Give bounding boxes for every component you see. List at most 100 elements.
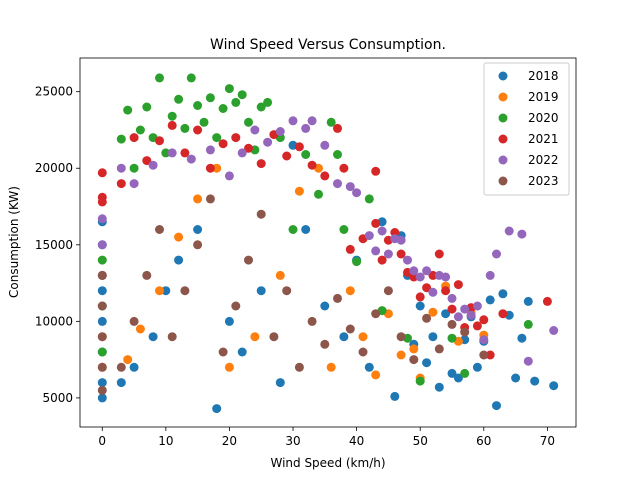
point-2018-44: [511, 373, 521, 383]
point-2023-16: [256, 209, 266, 219]
point-2022-22: [371, 246, 381, 256]
point-2019-17: [371, 370, 381, 380]
y-axis-label: Consumption (KW): [7, 186, 21, 298]
point-2022-17: [320, 140, 330, 150]
point-2020-16: [199, 117, 209, 127]
point-2019-6: [174, 232, 184, 242]
x-tick-label: 20: [222, 434, 237, 448]
point-2021-33: [422, 283, 432, 293]
point-2023-26: [383, 286, 393, 296]
legend-marker-2018: [498, 71, 508, 81]
point-2021-26: [377, 255, 387, 265]
point-2022-13: [275, 127, 285, 136]
chart-title: Wind Speed Versus Consumption.: [210, 37, 446, 53]
y-tick-label: 10000: [35, 314, 73, 328]
point-2018-34: [447, 368, 457, 378]
point-2020-21: [231, 97, 241, 107]
point-2023-14: [231, 301, 241, 311]
point-2022-44: [523, 356, 533, 366]
point-2019-9: [224, 362, 234, 372]
point-2020-3: [116, 134, 126, 144]
point-2020-9: [155, 73, 164, 83]
point-2021-17: [294, 142, 304, 152]
point-2023-33: [479, 350, 489, 360]
point-2019-4: [135, 324, 145, 334]
point-2021-22: [345, 244, 355, 254]
point-2023-18: [282, 286, 292, 296]
point-2018-42: [498, 289, 508, 299]
point-2021-21: [339, 163, 349, 173]
point-2021-6: [155, 136, 164, 146]
point-2022-0: [97, 240, 107, 250]
point-2021-37: [447, 304, 457, 314]
point-2021-34: [428, 270, 438, 280]
point-2023-24: [358, 347, 368, 357]
point-2022-9: [224, 171, 234, 181]
point-2021-36: [441, 286, 451, 296]
point-2022-29: [415, 272, 425, 282]
point-2020-6: [135, 125, 145, 135]
point-2020-11: [167, 111, 177, 121]
point-2021-42: [479, 315, 489, 325]
point-2022-38: [472, 301, 482, 311]
point-2022-18: [333, 179, 342, 189]
point-2020-5: [129, 163, 139, 173]
point-2018-31: [428, 332, 438, 342]
point-2018-4: [97, 286, 107, 296]
point-2022-6: [167, 148, 177, 158]
point-2019-8: [212, 163, 222, 173]
point-2019-19: [396, 350, 406, 360]
point-2023-28: [409, 355, 419, 365]
point-2020-18: [212, 133, 222, 143]
point-2022-43: [517, 229, 527, 239]
point-2023-9: [167, 332, 177, 342]
point-2018-46: [523, 296, 533, 306]
point-2021-35: [434, 249, 444, 259]
point-2022-35: [453, 312, 463, 322]
point-2020-7: [142, 102, 152, 112]
point-2023-31: [447, 319, 457, 329]
point-2021-7: [167, 120, 177, 130]
legend-marker-2022: [498, 155, 508, 165]
point-2021-14: [256, 159, 266, 169]
point-2020-10: [161, 148, 171, 158]
point-2018-19: [301, 225, 311, 234]
point-2020-30: [314, 189, 323, 199]
point-2023-32: [460, 327, 470, 337]
point-2023-25: [371, 309, 381, 319]
point-2021-13: [244, 143, 253, 153]
point-2018-8: [129, 362, 139, 372]
point-2018-15: [237, 347, 247, 357]
point-2022-20: [352, 188, 362, 198]
point-2021-11: [218, 139, 228, 149]
point-2020-12: [174, 94, 184, 104]
point-2020-26: [263, 97, 273, 107]
legend-label-2019: 2019: [528, 90, 559, 104]
point-2023-6: [129, 316, 139, 326]
point-2022-1: [97, 214, 107, 224]
point-2018-38: [472, 362, 482, 372]
point-2018-47: [530, 376, 540, 386]
point-2018-21: [339, 332, 349, 342]
point-2020-29: [301, 150, 311, 159]
point-2019-14: [326, 362, 336, 372]
point-2020-13: [180, 123, 190, 133]
point-2020-22: [237, 90, 247, 100]
point-2022-4: [129, 179, 139, 189]
point-2019-7: [193, 194, 203, 204]
point-2018-25: [390, 391, 400, 401]
point-2023-29: [422, 313, 432, 323]
legend-marker-2021: [498, 134, 508, 144]
point-2021-44: [498, 309, 508, 319]
legend-label-2023: 2023: [528, 174, 559, 188]
point-2018-48: [549, 381, 559, 391]
point-2020-23: [244, 117, 253, 127]
point-2018-35: [453, 373, 463, 383]
point-2020-2: [97, 255, 107, 265]
point-2023-12: [205, 194, 215, 204]
point-2020-40: [460, 368, 470, 378]
point-2018-17: [275, 378, 285, 388]
point-2022-31: [428, 287, 438, 297]
point-2022-27: [403, 255, 412, 265]
